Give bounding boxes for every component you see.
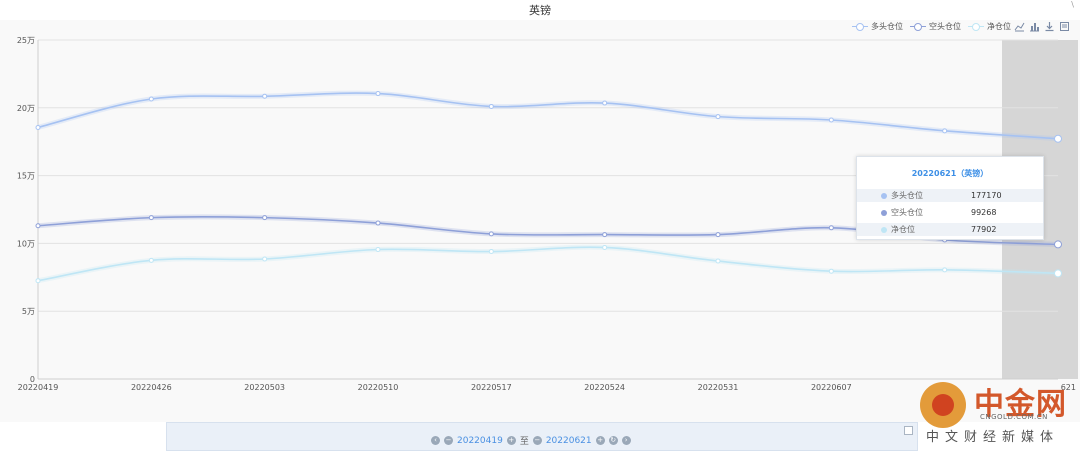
series-line bbox=[37, 246, 1059, 282]
data-point bbox=[262, 93, 268, 99]
legend-label-short: 空头仓位 bbox=[929, 22, 961, 31]
tooltip-value-net: 77902 bbox=[971, 225, 997, 234]
x-tick-label: 20220426 bbox=[131, 383, 172, 392]
zoom-end-plus-button[interactable]: + bbox=[595, 436, 605, 445]
x-tick-label: 20220607 bbox=[811, 383, 852, 392]
data-point bbox=[488, 249, 494, 255]
zoom-end-minus-button[interactable]: − bbox=[532, 436, 542, 445]
tooltip-dot-short bbox=[881, 209, 887, 216]
data-point bbox=[35, 223, 41, 229]
data-point bbox=[942, 128, 948, 134]
watermark-site: CNGOLD.COM.CN bbox=[980, 413, 1048, 421]
tooltip-name-long: 多头仓位 bbox=[891, 191, 923, 200]
zoom-separator: 至 bbox=[519, 437, 529, 447]
data-point bbox=[715, 114, 721, 120]
data-point bbox=[1054, 269, 1062, 278]
tooltip: 20220621（英镑） 多头仓位 177170 空头仓位 99268 净仓位 … bbox=[856, 156, 1044, 240]
data-point bbox=[1054, 240, 1062, 249]
tooltip-row-short: 空头仓位 99268 bbox=[857, 206, 1043, 219]
tooltip-name-short: 空头仓位 bbox=[891, 208, 923, 217]
zoom-start-date[interactable]: 20220419 bbox=[457, 435, 503, 446]
data-point bbox=[148, 257, 154, 263]
series-line bbox=[37, 92, 1059, 140]
zoom-start-minus-button[interactable]: − bbox=[444, 436, 453, 445]
tooltip-dot-long bbox=[881, 192, 887, 199]
data-point bbox=[375, 91, 381, 97]
tooltip-row-long: 多头仓位 177170 bbox=[857, 189, 1043, 202]
watermark: 中金网 CNGOLD.COM.CN 中文财经新媒体 bbox=[920, 382, 1078, 448]
legend-swatch-net bbox=[968, 22, 984, 31]
legend: 多头仓位 空头仓位 净仓位 bbox=[852, 21, 1016, 32]
data-point bbox=[488, 231, 494, 237]
tooltip-name-net: 净仓位 bbox=[891, 225, 915, 234]
legend-label-net: 净仓位 bbox=[987, 22, 1011, 31]
watermark-name: 中金网 bbox=[974, 387, 1067, 422]
watermark-slogan: 中文财经新媒体 bbox=[926, 430, 1060, 445]
data-point bbox=[262, 215, 268, 221]
line-chart-icon[interactable] bbox=[1014, 21, 1025, 32]
y-tick-label: 10万 bbox=[17, 239, 35, 248]
tooltip-title: 20220621（英镑） bbox=[911, 169, 989, 178]
y-tick-label: 15万 bbox=[17, 172, 35, 181]
y-tick-label: 25万 bbox=[17, 36, 35, 45]
data-point bbox=[375, 220, 381, 226]
data-point bbox=[35, 124, 41, 130]
page-title: 英镑 bbox=[529, 4, 551, 17]
watermark-logo-icon bbox=[920, 382, 966, 428]
zoom-controls: ‹ − 20220419 + 至 − 20220621 + ↻ › bbox=[431, 434, 631, 447]
legend-item-long[interactable]: 多头仓位 bbox=[852, 21, 903, 32]
data-point bbox=[1054, 134, 1062, 143]
corner-mark: \ bbox=[1071, 0, 1074, 9]
legend-swatch-short bbox=[910, 22, 926, 31]
data-point bbox=[715, 258, 721, 264]
y-tick-label: 5万 bbox=[22, 307, 35, 316]
legend-item-short[interactable]: 空头仓位 bbox=[910, 21, 961, 32]
data-point bbox=[942, 267, 948, 273]
data-point bbox=[148, 215, 154, 221]
data-point bbox=[828, 117, 834, 123]
y-tick-label: 0 bbox=[30, 375, 35, 384]
bar-chart-icon[interactable] bbox=[1029, 21, 1040, 32]
data-point bbox=[602, 232, 608, 238]
tooltip-dot-net bbox=[881, 226, 887, 233]
data-point bbox=[602, 100, 608, 106]
data-point bbox=[828, 225, 834, 231]
x-tick-label: 20220524 bbox=[584, 383, 625, 392]
zoom-bar: ‹ − 20220419 + 至 − 20220621 + ↻ › bbox=[166, 422, 918, 451]
legend-swatch-long bbox=[852, 22, 868, 31]
toolbox bbox=[1014, 21, 1070, 32]
download-icon[interactable] bbox=[1044, 21, 1055, 32]
x-tick-label: 621 bbox=[1061, 383, 1076, 392]
data-point bbox=[828, 268, 834, 274]
zoom-reset-button[interactable]: ↻ bbox=[608, 436, 618, 445]
data-point bbox=[262, 256, 268, 262]
tooltip-row-net: 净仓位 77902 bbox=[857, 223, 1043, 236]
x-tick-label: 20220531 bbox=[698, 383, 739, 392]
x-tick-label: 20220503 bbox=[244, 383, 285, 392]
x-tick-label: 20220419 bbox=[18, 383, 59, 392]
title-bar: 英镑 \ bbox=[0, 0, 1080, 20]
data-point bbox=[35, 278, 41, 284]
x-tick-label: 20220510 bbox=[358, 383, 399, 392]
series-glow bbox=[37, 244, 1059, 284]
zoom-end-date[interactable]: 20220621 bbox=[545, 435, 592, 446]
x-tick-label: 20220517 bbox=[471, 383, 512, 392]
zoom-next-button[interactable]: › bbox=[621, 436, 631, 445]
tooltip-value-long: 177170 bbox=[971, 191, 1002, 200]
data-view-icon[interactable] bbox=[1059, 21, 1070, 32]
zoom-resize-icon[interactable] bbox=[904, 426, 913, 435]
data-point bbox=[715, 232, 721, 238]
legend-label-long: 多头仓位 bbox=[871, 22, 903, 31]
y-tick-label: 20万 bbox=[17, 104, 35, 113]
zoom-prev-button[interactable]: ‹ bbox=[431, 436, 440, 445]
data-point bbox=[602, 244, 608, 250]
series-glow bbox=[37, 90, 1059, 142]
zoom-start-plus-button[interactable]: + bbox=[506, 436, 516, 445]
legend-item-net[interactable]: 净仓位 bbox=[968, 21, 1011, 32]
tooltip-value-short: 99268 bbox=[971, 208, 997, 217]
data-point bbox=[488, 103, 494, 109]
data-point bbox=[148, 96, 154, 102]
data-point bbox=[375, 247, 381, 253]
